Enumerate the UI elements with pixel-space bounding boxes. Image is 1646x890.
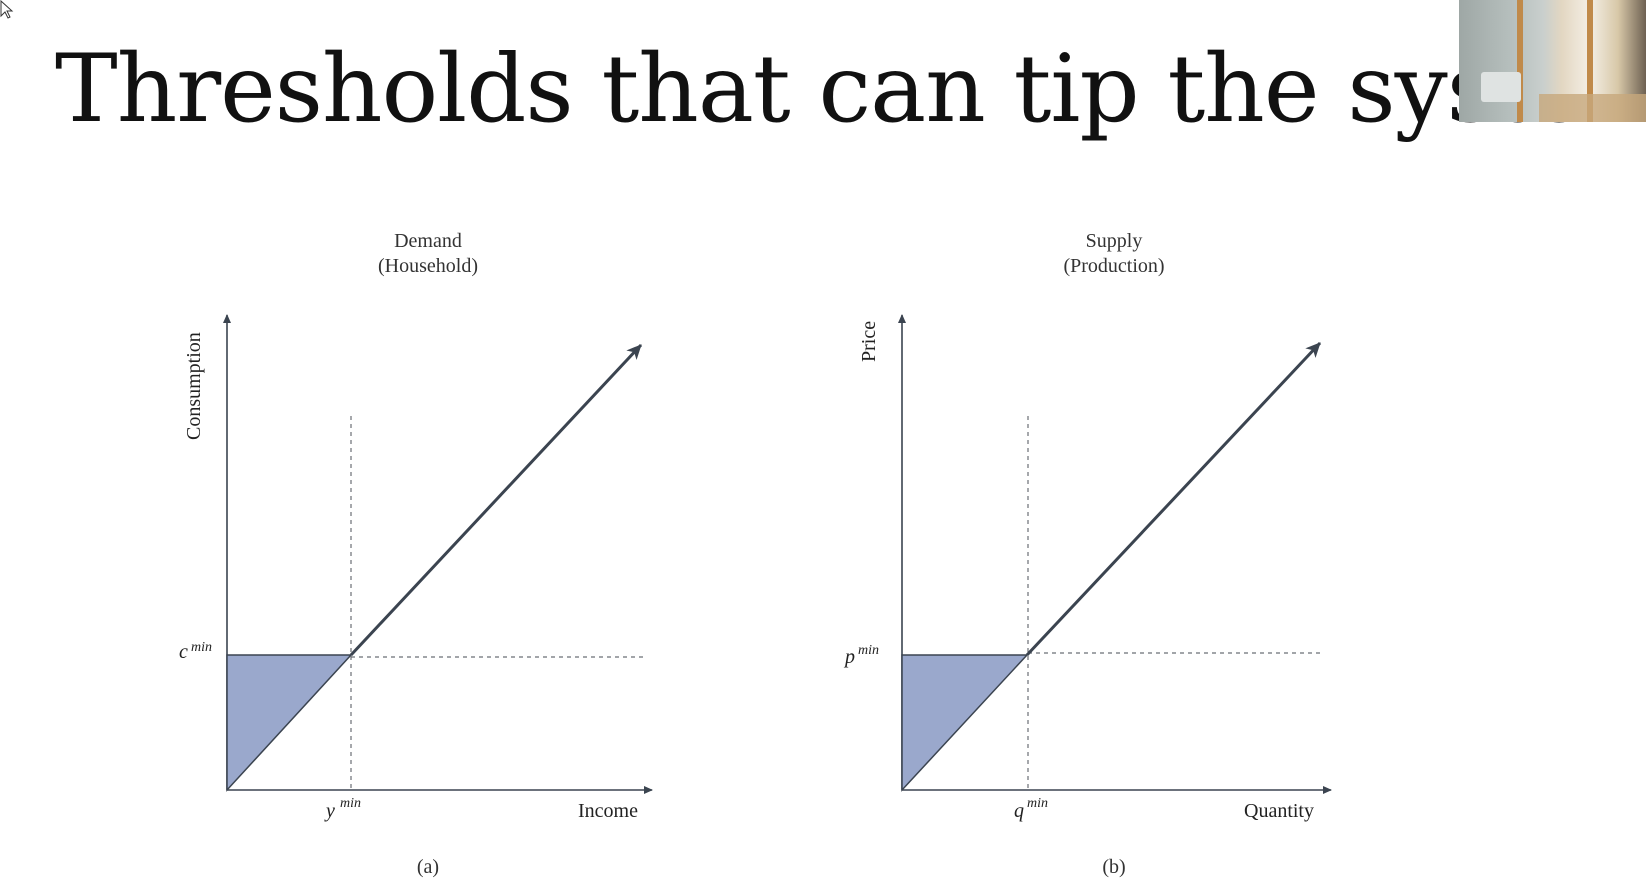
threshold-y-sup: min xyxy=(858,643,879,658)
panel-supply: Supply (Production) Price Quantity p min… xyxy=(843,230,1332,878)
x-axis-label: Quantity xyxy=(1244,800,1314,822)
window-frame xyxy=(1517,0,1523,122)
x-axis-label: Income xyxy=(578,800,638,822)
panel-title-line1: Demand xyxy=(394,230,462,252)
threshold-x-sup: min xyxy=(340,796,361,811)
floor xyxy=(1539,94,1646,122)
panel-demand: Demand (Household) Consumption Income c … xyxy=(179,230,653,878)
shaded-region xyxy=(226,654,353,792)
panel-title-line1: Supply xyxy=(1086,230,1143,252)
panel-title-line2: (Household) xyxy=(378,255,478,277)
webcam-overlay xyxy=(1459,0,1646,122)
panel-caption: (a) xyxy=(417,856,439,878)
radiator xyxy=(1481,72,1521,102)
curve-line xyxy=(349,343,643,657)
y-axis-label: Price xyxy=(858,321,880,362)
threshold-y-sup: min xyxy=(191,640,212,655)
panel-caption: (b) xyxy=(1102,856,1125,878)
threshold-x-label: y xyxy=(324,800,335,822)
mouse-pointer-icon xyxy=(0,0,14,19)
threshold-x-label: q xyxy=(1014,800,1024,822)
threshold-y-label: c xyxy=(179,641,188,663)
threshold-x-sup: min xyxy=(1027,796,1048,811)
threshold-y-label: p xyxy=(843,646,855,668)
slide-title: Thresholds that can tip the system xyxy=(55,35,1646,144)
curve-line xyxy=(1025,341,1322,657)
panel-title-line2: (Production) xyxy=(1063,255,1164,277)
shaded-region xyxy=(901,654,1029,792)
y-axis-label: Consumption xyxy=(183,332,205,440)
window-frame xyxy=(1587,0,1593,122)
